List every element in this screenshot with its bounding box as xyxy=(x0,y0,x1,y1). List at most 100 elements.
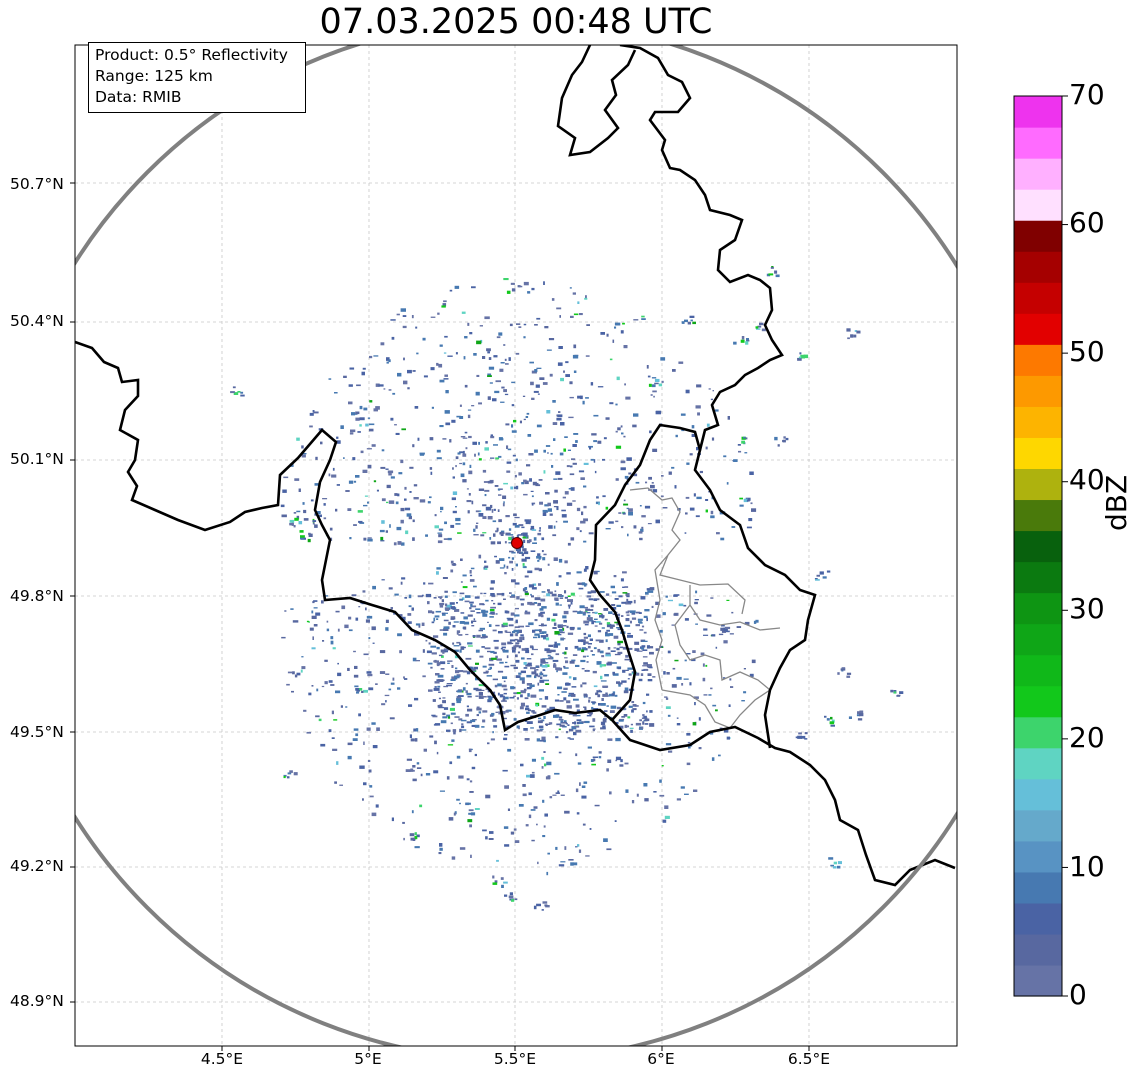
echo-pixel xyxy=(358,606,361,608)
echo-pixel xyxy=(543,825,546,828)
echo-pixel xyxy=(504,696,509,700)
echo-pixel xyxy=(390,319,396,321)
echo-pixel xyxy=(330,537,333,541)
echo-pixel xyxy=(621,615,624,617)
info-range: Range: 125 km xyxy=(95,67,213,85)
echo-pixel xyxy=(797,357,802,361)
echo-pixel xyxy=(568,416,574,419)
echo-pixel xyxy=(622,571,627,574)
echo-pixel xyxy=(446,604,452,608)
echo-pixel xyxy=(655,648,660,651)
echo-pixel xyxy=(436,751,439,755)
echo-pixel xyxy=(648,383,652,387)
echo-pixel xyxy=(726,599,730,601)
echo-pixel xyxy=(514,474,517,478)
echo-pixel xyxy=(451,676,456,680)
echo-pixel xyxy=(625,396,631,400)
echo-pixel xyxy=(449,761,453,765)
echo-pixel xyxy=(489,587,494,590)
echo-pixel xyxy=(530,694,537,698)
echo-pixel xyxy=(579,721,584,724)
echo-pixel xyxy=(314,483,320,486)
echo-pixel xyxy=(502,622,508,626)
echo-pixel xyxy=(749,673,754,677)
echo-pixel xyxy=(587,614,591,618)
echo-pixel xyxy=(506,445,509,449)
echo-pixel xyxy=(583,636,588,639)
echo-pixel xyxy=(512,649,516,653)
echo-pixel xyxy=(451,497,456,501)
echo-pixel xyxy=(525,556,531,560)
echo-pixel xyxy=(406,513,412,517)
echo-pixel xyxy=(815,579,820,581)
echo-pixel xyxy=(309,425,313,428)
echo-pixel xyxy=(587,643,592,645)
echo-pixel xyxy=(646,645,650,649)
echo-pixel xyxy=(819,571,824,575)
echo-pixel xyxy=(653,791,657,793)
echo-pixel xyxy=(718,754,721,757)
echo-pixel xyxy=(702,663,705,667)
echo-pixel xyxy=(642,665,648,667)
echo-pixel xyxy=(459,728,462,732)
echo-pixel xyxy=(589,638,593,641)
echo-pixel xyxy=(363,537,367,541)
echo-pixel xyxy=(388,473,392,476)
echo-pixel xyxy=(530,667,536,670)
echo-pixel xyxy=(783,436,786,439)
echo-pixel xyxy=(531,595,534,598)
echo-pixel xyxy=(363,407,368,411)
echo-pixel xyxy=(479,510,482,513)
echo-pixel xyxy=(615,613,621,617)
echo-pixel xyxy=(425,639,428,642)
echo-pixel xyxy=(564,657,568,659)
echo-pixel xyxy=(481,726,485,728)
echo-pixel xyxy=(458,670,464,673)
echo-pixel xyxy=(493,533,496,537)
echo-pixel xyxy=(566,705,572,709)
echo-pixel xyxy=(583,462,589,465)
echo-pixel xyxy=(684,319,688,323)
echo-pixel xyxy=(675,434,678,438)
echo-pixel xyxy=(503,688,508,691)
echo-pixel xyxy=(355,417,360,421)
echo-pixel xyxy=(518,672,522,675)
echo-pixel xyxy=(552,534,557,537)
echo-pixel xyxy=(584,624,589,626)
echo-pixel xyxy=(537,393,540,395)
echo-pixel xyxy=(488,366,495,370)
echo-pixel xyxy=(850,334,854,338)
echo-pixel xyxy=(487,396,491,400)
echo-pixel xyxy=(594,611,598,614)
echo-pixel xyxy=(534,675,537,679)
echo-pixel xyxy=(497,541,501,545)
echo-pixel xyxy=(430,316,436,318)
echo-pixel xyxy=(639,537,643,541)
echo-pixel xyxy=(639,726,642,729)
echo-pixel xyxy=(600,703,606,706)
echo-pixel xyxy=(509,639,516,642)
echo-pixel xyxy=(417,595,423,598)
echo-pixel xyxy=(355,688,360,691)
echo-pixel xyxy=(457,532,462,534)
echo-pixel xyxy=(434,514,437,517)
echo-pixel xyxy=(693,696,699,699)
echo-pixel xyxy=(489,666,492,669)
echo-pixel xyxy=(581,647,587,650)
echo-pixel xyxy=(492,678,498,681)
echo-pixel xyxy=(618,684,621,687)
echo-pixel xyxy=(508,357,511,361)
colorbar-segment xyxy=(1014,499,1062,532)
echo-pixel xyxy=(599,591,605,593)
echo-pixel xyxy=(485,441,488,444)
echo-pixel xyxy=(359,405,363,410)
echo-pixel xyxy=(530,490,534,492)
echo-pixel xyxy=(314,513,317,516)
echo-pixel xyxy=(458,695,464,697)
echo-pixel xyxy=(450,712,456,715)
colorbar-segment xyxy=(1014,747,1062,780)
echo-pixel xyxy=(494,485,499,487)
echo-pixel xyxy=(369,428,374,432)
echo-pixel xyxy=(543,679,549,682)
echo-pixel xyxy=(331,710,334,715)
